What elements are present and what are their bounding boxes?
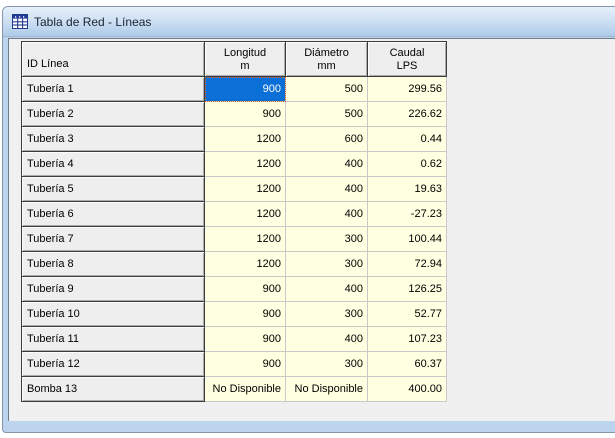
table-cell-longitud[interactable]: 1200: [205, 202, 286, 227]
table-cell-diametro[interactable]: 300: [286, 227, 368, 252]
column-header-id: ID Línea: [22, 42, 205, 77]
table-cell-diametro[interactable]: 300: [286, 352, 368, 377]
row-header: Tubería 3: [22, 127, 205, 152]
table-cell-diametro[interactable]: No Disponible: [286, 377, 368, 402]
table-cell-caudal[interactable]: 0.62: [368, 152, 447, 177]
table-cell-diametro[interactable]: 400: [286, 277, 368, 302]
selected-cell[interactable]: 900: [205, 77, 286, 102]
table-cell-caudal[interactable]: 100.44: [368, 227, 447, 252]
table-cell-longitud[interactable]: 900: [205, 277, 286, 302]
row-header: Tubería 1: [22, 77, 205, 102]
table-cell-caudal[interactable]: 60.37: [368, 352, 447, 377]
table-cell-caudal[interactable]: 400.00: [368, 377, 447, 402]
table-cell-caudal[interactable]: 52.77: [368, 302, 447, 327]
row-header: Tubería 4: [22, 152, 205, 177]
table-cell-caudal[interactable]: -27.23: [368, 202, 447, 227]
table-cell-diametro[interactable]: 500: [286, 102, 368, 127]
table-grid-icon: [12, 14, 28, 29]
window-titlebar[interactable]: Tabla de Red - Líneas: [3, 7, 615, 37]
table-cell-diametro[interactable]: 500: [286, 77, 368, 102]
table-cell-caudal[interactable]: 126.25: [368, 277, 447, 302]
table-cell-caudal[interactable]: 226.62: [368, 102, 447, 127]
row-header: Bomba 13: [22, 377, 205, 402]
row-header: Tubería 2: [22, 102, 205, 127]
window-title: Tabla de Red - Líneas: [34, 14, 152, 29]
table-cell-longitud[interactable]: 1200: [205, 227, 286, 252]
table-cell-longitud[interactable]: 900: [205, 352, 286, 377]
row-header: Tubería 10: [22, 302, 205, 327]
row-header: Tubería 6: [22, 202, 205, 227]
table-cell-caudal[interactable]: 299.56: [368, 77, 447, 102]
table-cell-diametro[interactable]: 600: [286, 127, 368, 152]
table-cell-longitud[interactable]: 900: [205, 327, 286, 352]
table-cell-diametro[interactable]: 400: [286, 177, 368, 202]
table-cell-caudal[interactable]: 107.23: [368, 327, 447, 352]
column-header-longitud: Longitud m: [205, 42, 286, 77]
column-header-caudal: Caudal LPS: [368, 42, 447, 77]
table-cell-diametro[interactable]: 400: [286, 202, 368, 227]
column-header-diametro: Diámetro mm: [286, 42, 368, 77]
row-header: Tubería 5: [22, 177, 205, 202]
table-cell-caudal[interactable]: 19.63: [368, 177, 447, 202]
row-header: Tubería 9: [22, 277, 205, 302]
table-cell-longitud[interactable]: 900: [205, 302, 286, 327]
table-cell-longitud[interactable]: 1200: [205, 127, 286, 152]
table-cell-longitud[interactable]: 1200: [205, 252, 286, 277]
row-header: Tubería 8: [22, 252, 205, 277]
network-lines-table: ID Línea Longitud m Diámetro mm Caudal LPS Tube…: [21, 41, 447, 402]
table-cell-longitud[interactable]: 900: [205, 102, 286, 127]
row-header: Tubería 11: [22, 327, 205, 352]
table-cell-diametro[interactable]: 400: [286, 327, 368, 352]
table-cell-longitud[interactable]: 1200: [205, 177, 286, 202]
window-client-area: ID Línea Longitud m Diámetro mm Caudal LPS Tube…: [8, 38, 615, 421]
row-header: Tubería 12: [22, 352, 205, 377]
table-cell-longitud[interactable]: 1200: [205, 152, 286, 177]
table-cell-longitud[interactable]: No Disponible: [205, 377, 286, 402]
table-cell-diametro[interactable]: 400: [286, 152, 368, 177]
table-cell-caudal[interactable]: 0.44: [368, 127, 447, 152]
network-table-window: Tabla de Red - Líneas ID Línea Longitud m D…: [2, 6, 615, 433]
row-header: Tubería 7: [22, 227, 205, 252]
table-cell-diametro[interactable]: 300: [286, 252, 368, 277]
table-cell-caudal[interactable]: 72.94: [368, 252, 447, 277]
table-cell-diametro[interactable]: 300: [286, 302, 368, 327]
